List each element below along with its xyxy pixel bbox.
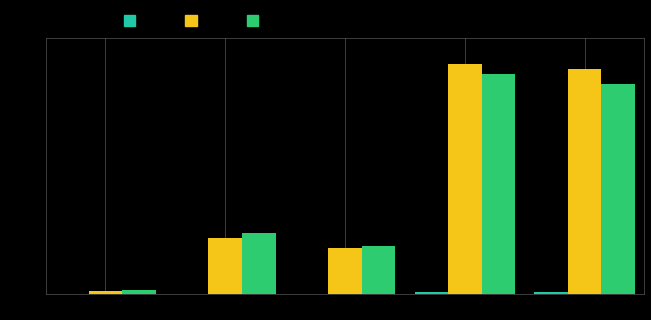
- Bar: [482, 74, 515, 294]
- Bar: [242, 233, 275, 294]
- Bar: [362, 246, 395, 294]
- Bar: [534, 292, 568, 294]
- Bar: [328, 248, 362, 294]
- Bar: [89, 291, 122, 294]
- Bar: [415, 292, 448, 294]
- Bar: [568, 69, 602, 294]
- Legend: , , : , ,: [124, 15, 259, 28]
- Bar: [448, 64, 482, 294]
- Bar: [602, 84, 635, 294]
- Bar: [122, 290, 156, 294]
- Bar: [208, 238, 242, 294]
